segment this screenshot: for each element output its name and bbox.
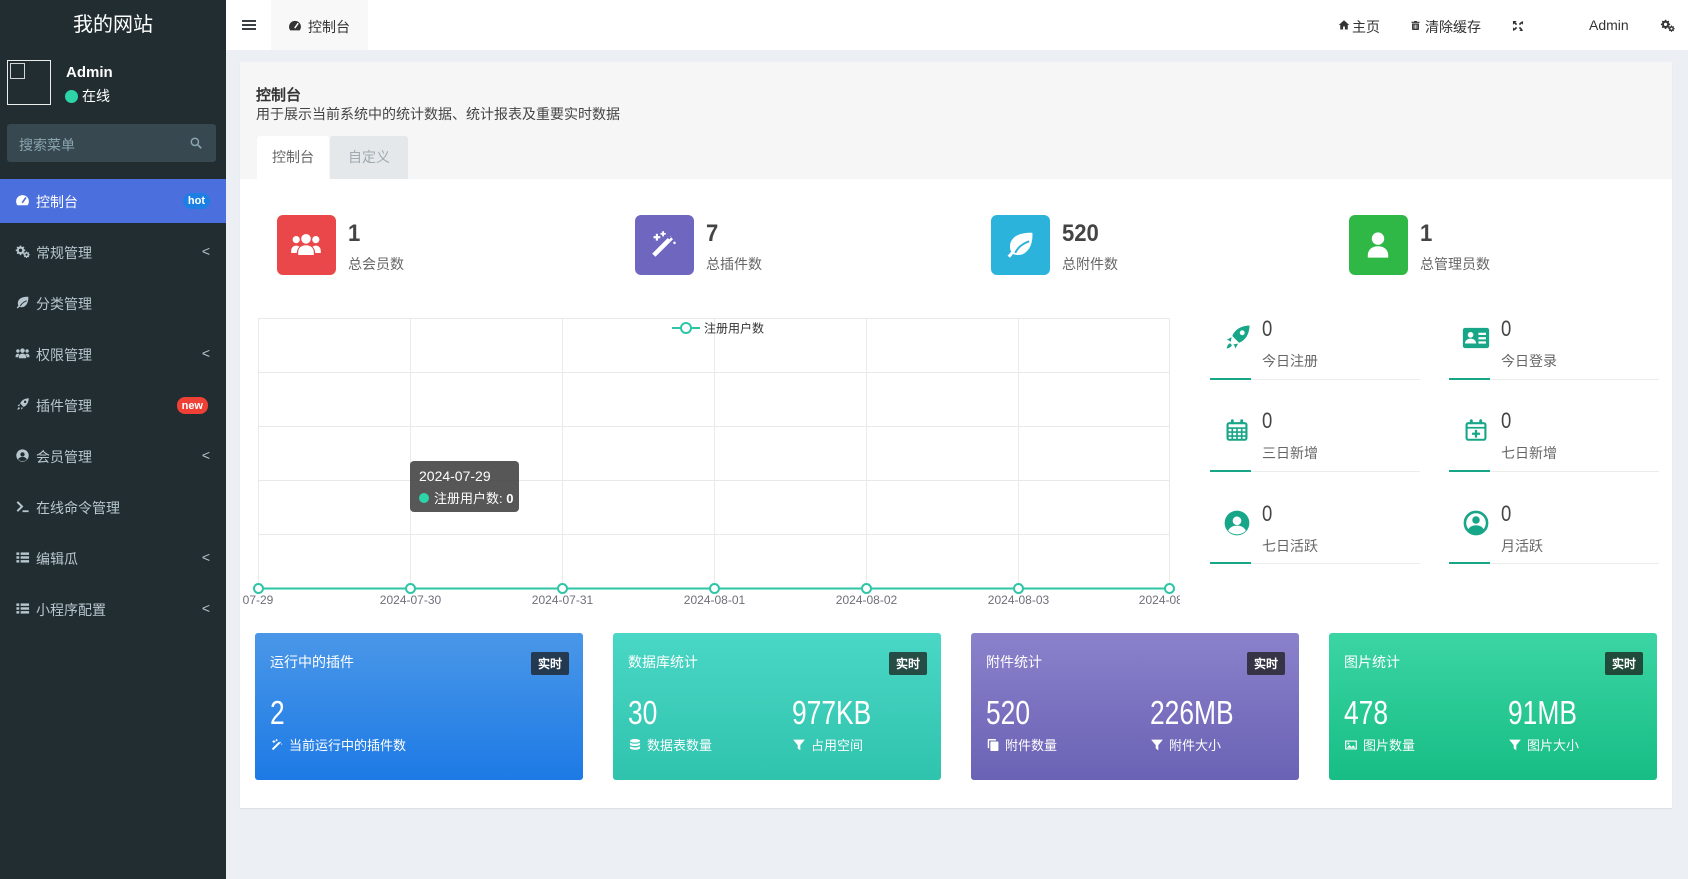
svg-text:2024-07-30: 2024-07-30 xyxy=(380,593,442,607)
svg-text:2024-08-02: 2024-08-02 xyxy=(836,593,898,607)
svg-text:注册用户数: 注册用户数 xyxy=(704,321,764,336)
svg-text:2024-08-01: 2024-08-01 xyxy=(684,593,746,607)
svg-text:07-29: 07-29 xyxy=(243,593,274,607)
svg-text:2024-08-03: 2024-08-03 xyxy=(988,593,1050,607)
svg-text:2024-08-04: 2024-08-04 xyxy=(1139,593,1180,607)
svg-text:2024-07-31: 2024-07-31 xyxy=(532,593,594,607)
